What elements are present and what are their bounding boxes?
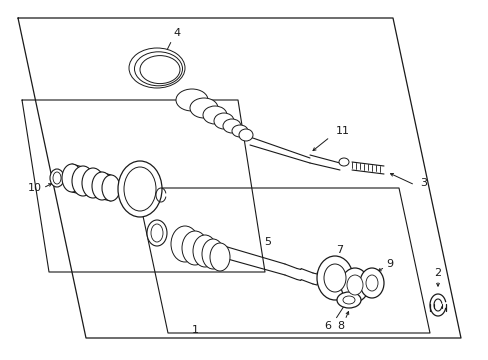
Ellipse shape — [147, 220, 167, 246]
Ellipse shape — [342, 296, 354, 304]
Ellipse shape — [182, 231, 207, 265]
Ellipse shape — [203, 106, 226, 124]
Ellipse shape — [365, 275, 377, 291]
Ellipse shape — [176, 89, 207, 111]
Ellipse shape — [338, 158, 348, 166]
Text: 4: 4 — [173, 28, 180, 38]
Text: 5: 5 — [264, 237, 271, 247]
Text: 10: 10 — [28, 183, 42, 193]
Ellipse shape — [340, 268, 368, 302]
Ellipse shape — [193, 235, 217, 267]
Ellipse shape — [209, 243, 229, 271]
Ellipse shape — [223, 119, 241, 133]
Ellipse shape — [231, 125, 247, 137]
Ellipse shape — [171, 226, 199, 262]
Ellipse shape — [62, 164, 82, 192]
Ellipse shape — [336, 292, 360, 308]
Text: 1: 1 — [191, 325, 198, 335]
Ellipse shape — [324, 264, 346, 292]
Ellipse shape — [53, 172, 61, 184]
Text: 2: 2 — [433, 268, 441, 278]
Text: 3: 3 — [419, 178, 426, 188]
Ellipse shape — [140, 55, 180, 84]
Ellipse shape — [316, 256, 352, 300]
Ellipse shape — [134, 52, 182, 86]
Ellipse shape — [239, 129, 252, 141]
Ellipse shape — [190, 98, 218, 118]
Ellipse shape — [124, 167, 156, 211]
Ellipse shape — [82, 168, 104, 198]
Ellipse shape — [214, 113, 234, 129]
Ellipse shape — [50, 169, 64, 187]
Ellipse shape — [72, 166, 94, 196]
Ellipse shape — [346, 275, 362, 295]
Text: 8: 8 — [337, 321, 344, 331]
Ellipse shape — [118, 161, 162, 217]
Text: 7: 7 — [336, 245, 343, 255]
Ellipse shape — [102, 175, 120, 201]
Text: 11: 11 — [335, 126, 349, 136]
Text: 6: 6 — [324, 321, 331, 331]
Ellipse shape — [151, 224, 163, 242]
Ellipse shape — [92, 172, 112, 200]
Text: 9: 9 — [386, 259, 393, 269]
Ellipse shape — [202, 239, 224, 269]
Ellipse shape — [129, 48, 184, 88]
Ellipse shape — [359, 268, 383, 298]
